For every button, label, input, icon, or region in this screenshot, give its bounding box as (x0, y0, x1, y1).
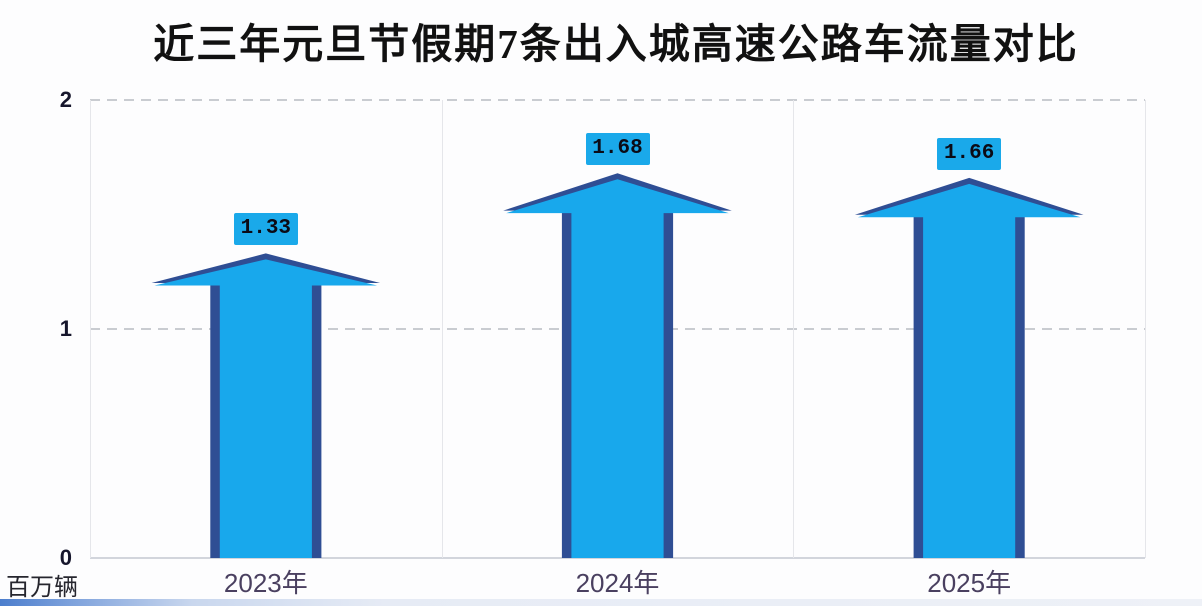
arrow-fill-shape (154, 259, 378, 558)
data-label-2024年: 1.68 (585, 133, 650, 166)
arrow-fill-shape (857, 183, 1081, 558)
panel-border-1 (441, 100, 443, 558)
x-axis-label-2024年: 2024年 (575, 568, 660, 598)
chart-title: 近三年元旦节假期7条出入城高速公路车流量对比 (153, 21, 1079, 67)
gridline-y2 (90, 99, 1145, 101)
traffic-arrow-2024年 (503, 173, 732, 558)
y-tick-2: 2 (59, 87, 72, 112)
bottom-decoration-strip (0, 599, 1202, 606)
y-axis-unit-label: 百万辆 (6, 574, 78, 601)
data-label-2025年: 1.66 (937, 137, 1002, 170)
arrow-fill-shape (506, 179, 729, 558)
x-axis-baseline (90, 557, 1145, 559)
y-tick-0: 0 (59, 545, 72, 570)
panel-border-3 (1145, 100, 1146, 558)
y-tick-1: 1 (59, 316, 72, 341)
traffic-arrow-2023年 (151, 253, 381, 558)
panel-border-2 (793, 100, 795, 558)
panel-border-0 (90, 100, 91, 558)
x-axis-label-2023年: 2023年 (223, 568, 308, 598)
data-label-2023年: 1.33 (233, 213, 298, 246)
traffic-arrow-2025年 (854, 177, 1084, 558)
arrow-bars-layer (151, 173, 1084, 558)
x-axis-label-2025年: 2025年 (927, 568, 1012, 598)
